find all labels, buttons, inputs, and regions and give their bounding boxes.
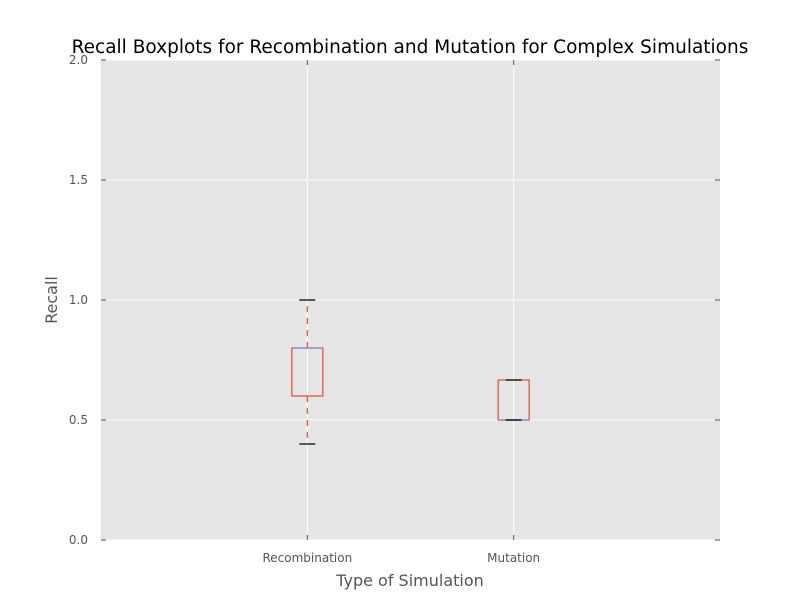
axis-ticks [101,59,720,541]
box-2 [497,379,530,421]
y-tick-label: 2.0 [69,53,88,67]
y-tick-label: 0.0 [69,533,88,547]
x-tick-label: Mutation [487,551,540,565]
box-1 [291,299,324,445]
chart-title: Recall Boxplots for Recombination and Mu… [72,37,749,58]
y-axis-label: Recall [42,276,61,324]
x-axis-label: Type of Simulation [335,571,484,590]
tick-labels: 0.0 0.5 1.0 1.5 2.0 Recombination Mutation [69,53,540,565]
y-tick-label: 1.5 [69,173,88,187]
boxes [291,299,530,445]
y-tick-label: 0.5 [69,413,88,427]
x-tick-label: Recombination [262,551,352,565]
y-tick-label: 1.0 [69,293,88,307]
